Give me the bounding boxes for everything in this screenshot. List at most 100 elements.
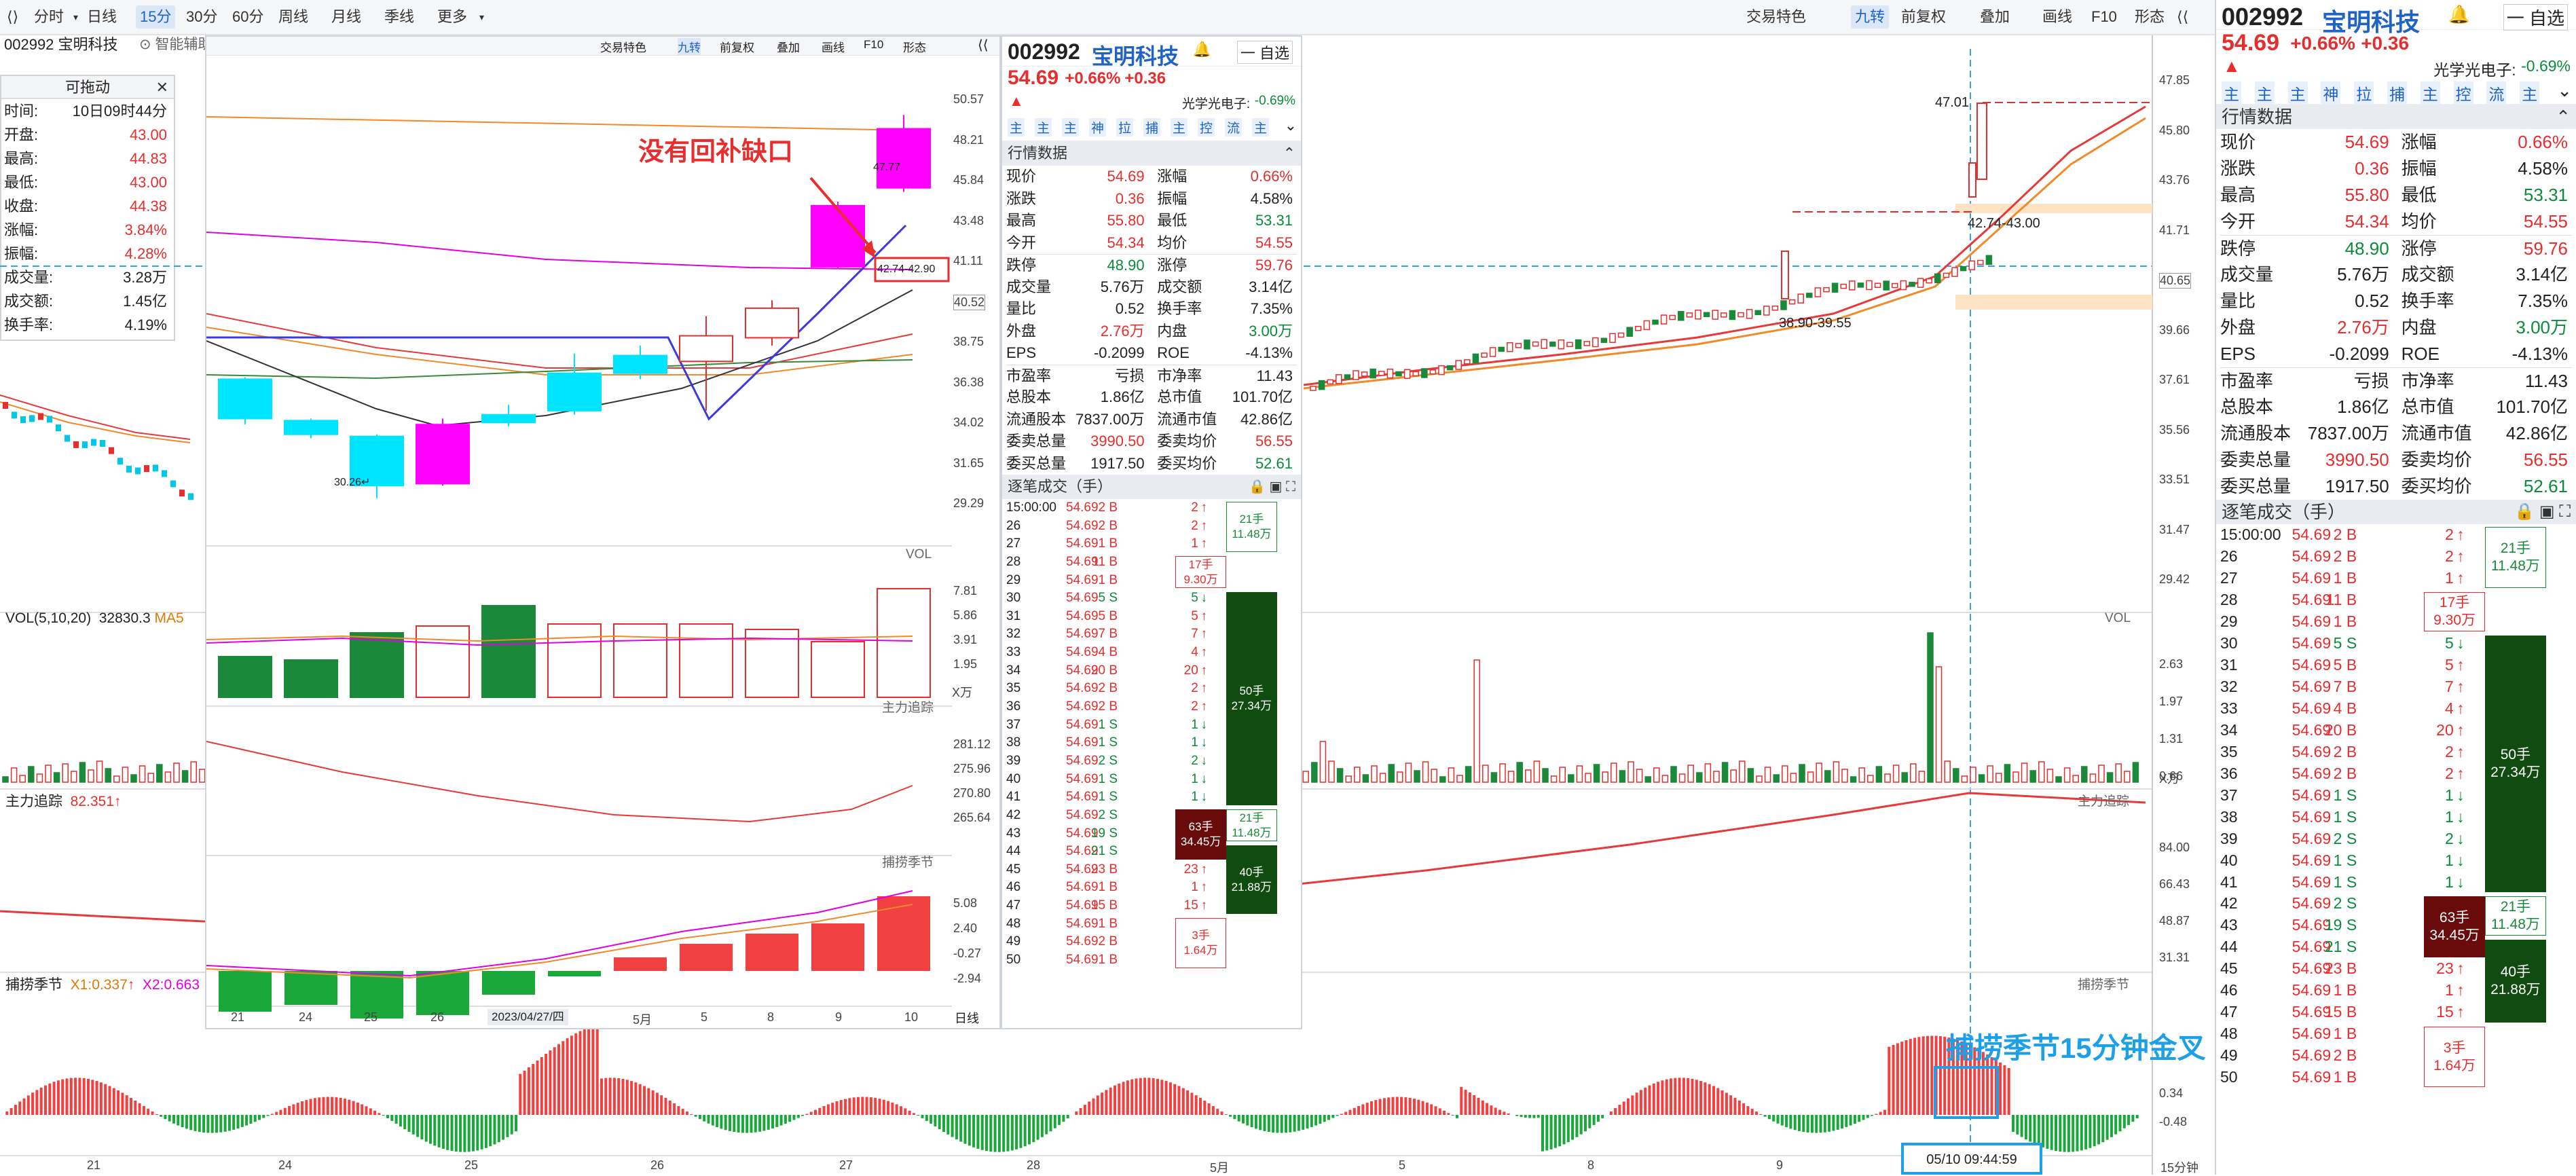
bl-bar (630, 1081, 633, 1115)
inset-kline-chart[interactable] (206, 56, 952, 1029)
indicator-tab[interactable]: 捕 (2387, 81, 2407, 105)
indicator-tab[interactable]: 主 (2520, 81, 2539, 105)
bl-bar (1203, 1101, 1206, 1115)
bl-bar (737, 1115, 740, 1133)
axis-tick: -2.94 (953, 972, 981, 986)
indicator-tab[interactable]: 主 (2421, 81, 2440, 105)
indicator-tab[interactable]: 主 (1062, 118, 1079, 136)
indicator-tab[interactable]: 主 (2222, 81, 2241, 105)
indicator-tab[interactable]: 神 (1089, 118, 1106, 136)
inset-tb-6[interactable]: 形态 (903, 38, 926, 55)
bl-bar (1653, 1084, 1655, 1115)
tb-period-8[interactable]: 更多 (433, 5, 471, 29)
bl-bar (707, 1115, 710, 1124)
inset-tb-0[interactable]: 交易特色 (600, 38, 646, 55)
indicator-tab[interactable]: 拉 (2354, 81, 2374, 105)
inset-tb-1[interactable]: 九转 (678, 38, 701, 55)
left-candle (135, 468, 141, 475)
tb-tool-4[interactable]: 画线 (2038, 5, 2076, 29)
quote-row: 现价 54.69 涨幅 0.66% (1006, 166, 1297, 188)
candle-body (746, 308, 798, 338)
bl-bar (1802, 1115, 1805, 1132)
inset-collapse-icon[interactable]: ⟨⟨ (978, 37, 989, 54)
trade-row: 49 54.69 2 B 2 ↑ (2220, 1045, 2572, 1067)
vol-bar (1448, 768, 1454, 782)
indicator-tab[interactable]: 主 (1035, 118, 1052, 136)
bell-icon[interactable]: 🔔 (1193, 41, 1211, 58)
tb-period-4[interactable]: 60分 (228, 5, 268, 29)
bl-bar (1062, 1115, 1065, 1122)
bl-bar (1409, 1098, 1412, 1115)
indicator-tab[interactable]: 控 (1198, 118, 1215, 136)
bl-bar (164, 1115, 166, 1119)
indicator-tab[interactable]: 神 (2321, 81, 2340, 105)
bl-bar (74, 1078, 77, 1115)
tb-tool-2[interactable]: 前复权 (1897, 5, 1950, 29)
x-wan-label: X万 (2159, 769, 2179, 787)
inset-tb-4[interactable]: 画线 (822, 38, 845, 55)
bl-bar (1050, 1115, 1052, 1131)
expand-icon[interactable]: ⟨⟩ (3, 5, 22, 29)
inset-tb-3[interactable]: 叠加 (777, 38, 800, 55)
bl-bar (31, 1092, 34, 1115)
bl-bar (284, 1108, 287, 1115)
collapse-icon[interactable]: ⟨⟨ (2173, 5, 2192, 29)
vol-bar (680, 624, 733, 697)
bl-bar (938, 1115, 941, 1129)
bl-bar (1225, 1114, 1228, 1115)
quote-row: 跌停 48.90 涨停 59.76 (2220, 235, 2572, 261)
bl-bar (348, 1100, 350, 1115)
axis-tick: 40.65 (2159, 273, 2191, 289)
vol-bar (1577, 766, 1582, 782)
indicator-tab[interactable]: 主 (2255, 81, 2275, 105)
inset-tb-2[interactable]: 前复权 (720, 38, 754, 55)
tb-period-1[interactable]: 日线 (83, 5, 121, 29)
tb-tool-1[interactable]: 九转 (1851, 5, 1889, 29)
bl-bar (416, 971, 469, 1015)
indicator-tab[interactable]: 捕 (1143, 118, 1160, 136)
tb-tool-5[interactable]: F10 (2087, 5, 2121, 29)
bl-bar (1186, 1090, 1189, 1115)
bl-bar (1811, 1115, 1814, 1133)
right-watch-button[interactable]: 一 自选 (2503, 4, 2568, 31)
bl-bar (2072, 1115, 2074, 1152)
tb-period-0[interactable]: 分时 (30, 5, 68, 29)
tb-tool-3[interactable]: 叠加 (1976, 5, 2014, 29)
vol-bar (148, 773, 153, 782)
vol-bar (1979, 775, 1985, 782)
bl-bar (746, 1115, 748, 1133)
tb-period-3[interactable]: 30分 (182, 5, 221, 29)
inset-watch-button[interactable]: 一 自选 (1237, 41, 1293, 64)
indicator-tab[interactable]: 主 (2288, 81, 2308, 105)
vol-bar (2013, 772, 2019, 782)
chevron-down-icon[interactable]: ⌄ (1285, 117, 1297, 134)
bl-bar (189, 1115, 192, 1130)
tb-period-6[interactable]: 月线 (327, 5, 365, 29)
chevron-down-icon[interactable]: ⌄ (2557, 80, 2572, 101)
tb-tool-6[interactable]: 形态 (2131, 5, 2169, 29)
left-candle (12, 411, 17, 418)
quote-row: EPS -0.2099 ROE -4.13% (1006, 342, 1297, 365)
tb-tool-0[interactable]: 交易特色 (1742, 5, 1810, 29)
indicator-tab[interactable]: 流 (1225, 118, 1242, 136)
bl-bar (811, 923, 864, 971)
indicator-tab[interactable]: 流 (2486, 81, 2506, 105)
bell-icon[interactable]: 🔔 (2448, 4, 2470, 25)
bl-bar (1721, 1090, 1724, 1115)
indicator-tab[interactable]: 主 (1252, 118, 1269, 136)
inset-tb-5[interactable]: F10 (864, 38, 883, 52)
tb-period-5[interactable]: 周线 (274, 5, 312, 29)
bl-bar (703, 1115, 705, 1122)
indicator-tab[interactable]: 主 (1008, 118, 1025, 136)
tb-period-2[interactable]: 15分 (136, 5, 175, 29)
bl-bar (870, 1097, 872, 1115)
indicator-tab[interactable]: 拉 (1116, 118, 1133, 136)
indicator-tab[interactable]: 控 (2454, 81, 2473, 105)
tb-period-7[interactable]: 季线 (380, 5, 418, 29)
bl-bar (2034, 1115, 2036, 1144)
vol-bar (1320, 741, 1325, 782)
daily-tab[interactable]: 日线 (955, 1009, 979, 1027)
bl-bar (399, 1115, 402, 1126)
indicator-tab[interactable]: 主 (1171, 118, 1188, 136)
